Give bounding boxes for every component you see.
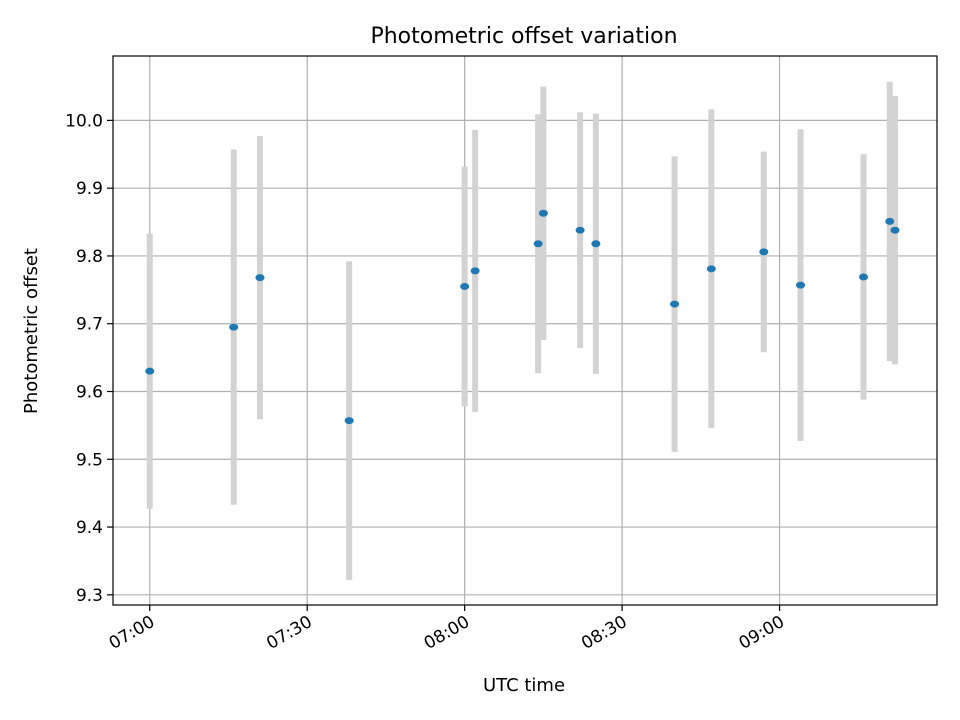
y-tick-label: 9.8 bbox=[76, 247, 103, 267]
data-point bbox=[538, 209, 548, 217]
data-point bbox=[344, 417, 354, 425]
y-tick-label: 9.9 bbox=[76, 179, 103, 199]
y-tick-label: 9.4 bbox=[76, 518, 103, 538]
data-point bbox=[591, 240, 601, 248]
y-axis-ticks: 9.3 9.4 9.5 9.6 9.7 9.8 9.9 10.0 bbox=[65, 111, 113, 606]
data-point bbox=[670, 300, 680, 308]
data-point bbox=[229, 323, 239, 331]
chart-title: Photometric offset variation bbox=[370, 24, 677, 49]
y-tick-label: 9.7 bbox=[76, 315, 103, 335]
data-point bbox=[885, 217, 895, 225]
data-point bbox=[460, 282, 470, 290]
data-point bbox=[706, 265, 716, 273]
y-tick-label: 9.5 bbox=[76, 450, 103, 470]
data-point bbox=[255, 274, 265, 282]
y-tick-label: 9.6 bbox=[76, 383, 103, 403]
data-point bbox=[533, 240, 543, 248]
plot-frame bbox=[112, 55, 938, 606]
data-point bbox=[145, 367, 155, 375]
data-points bbox=[145, 209, 900, 425]
data-point bbox=[759, 248, 769, 256]
x-axis-label: UTC time bbox=[483, 675, 565, 696]
y-axis-label: Photometric offset bbox=[21, 248, 42, 414]
data-point bbox=[575, 226, 585, 234]
y-tick-label: 9.3 bbox=[76, 586, 103, 606]
data-point bbox=[859, 273, 869, 281]
data-point bbox=[890, 226, 900, 234]
data-point bbox=[796, 281, 806, 289]
y-tick-label: 10.0 bbox=[65, 111, 103, 131]
data-point bbox=[470, 267, 480, 275]
